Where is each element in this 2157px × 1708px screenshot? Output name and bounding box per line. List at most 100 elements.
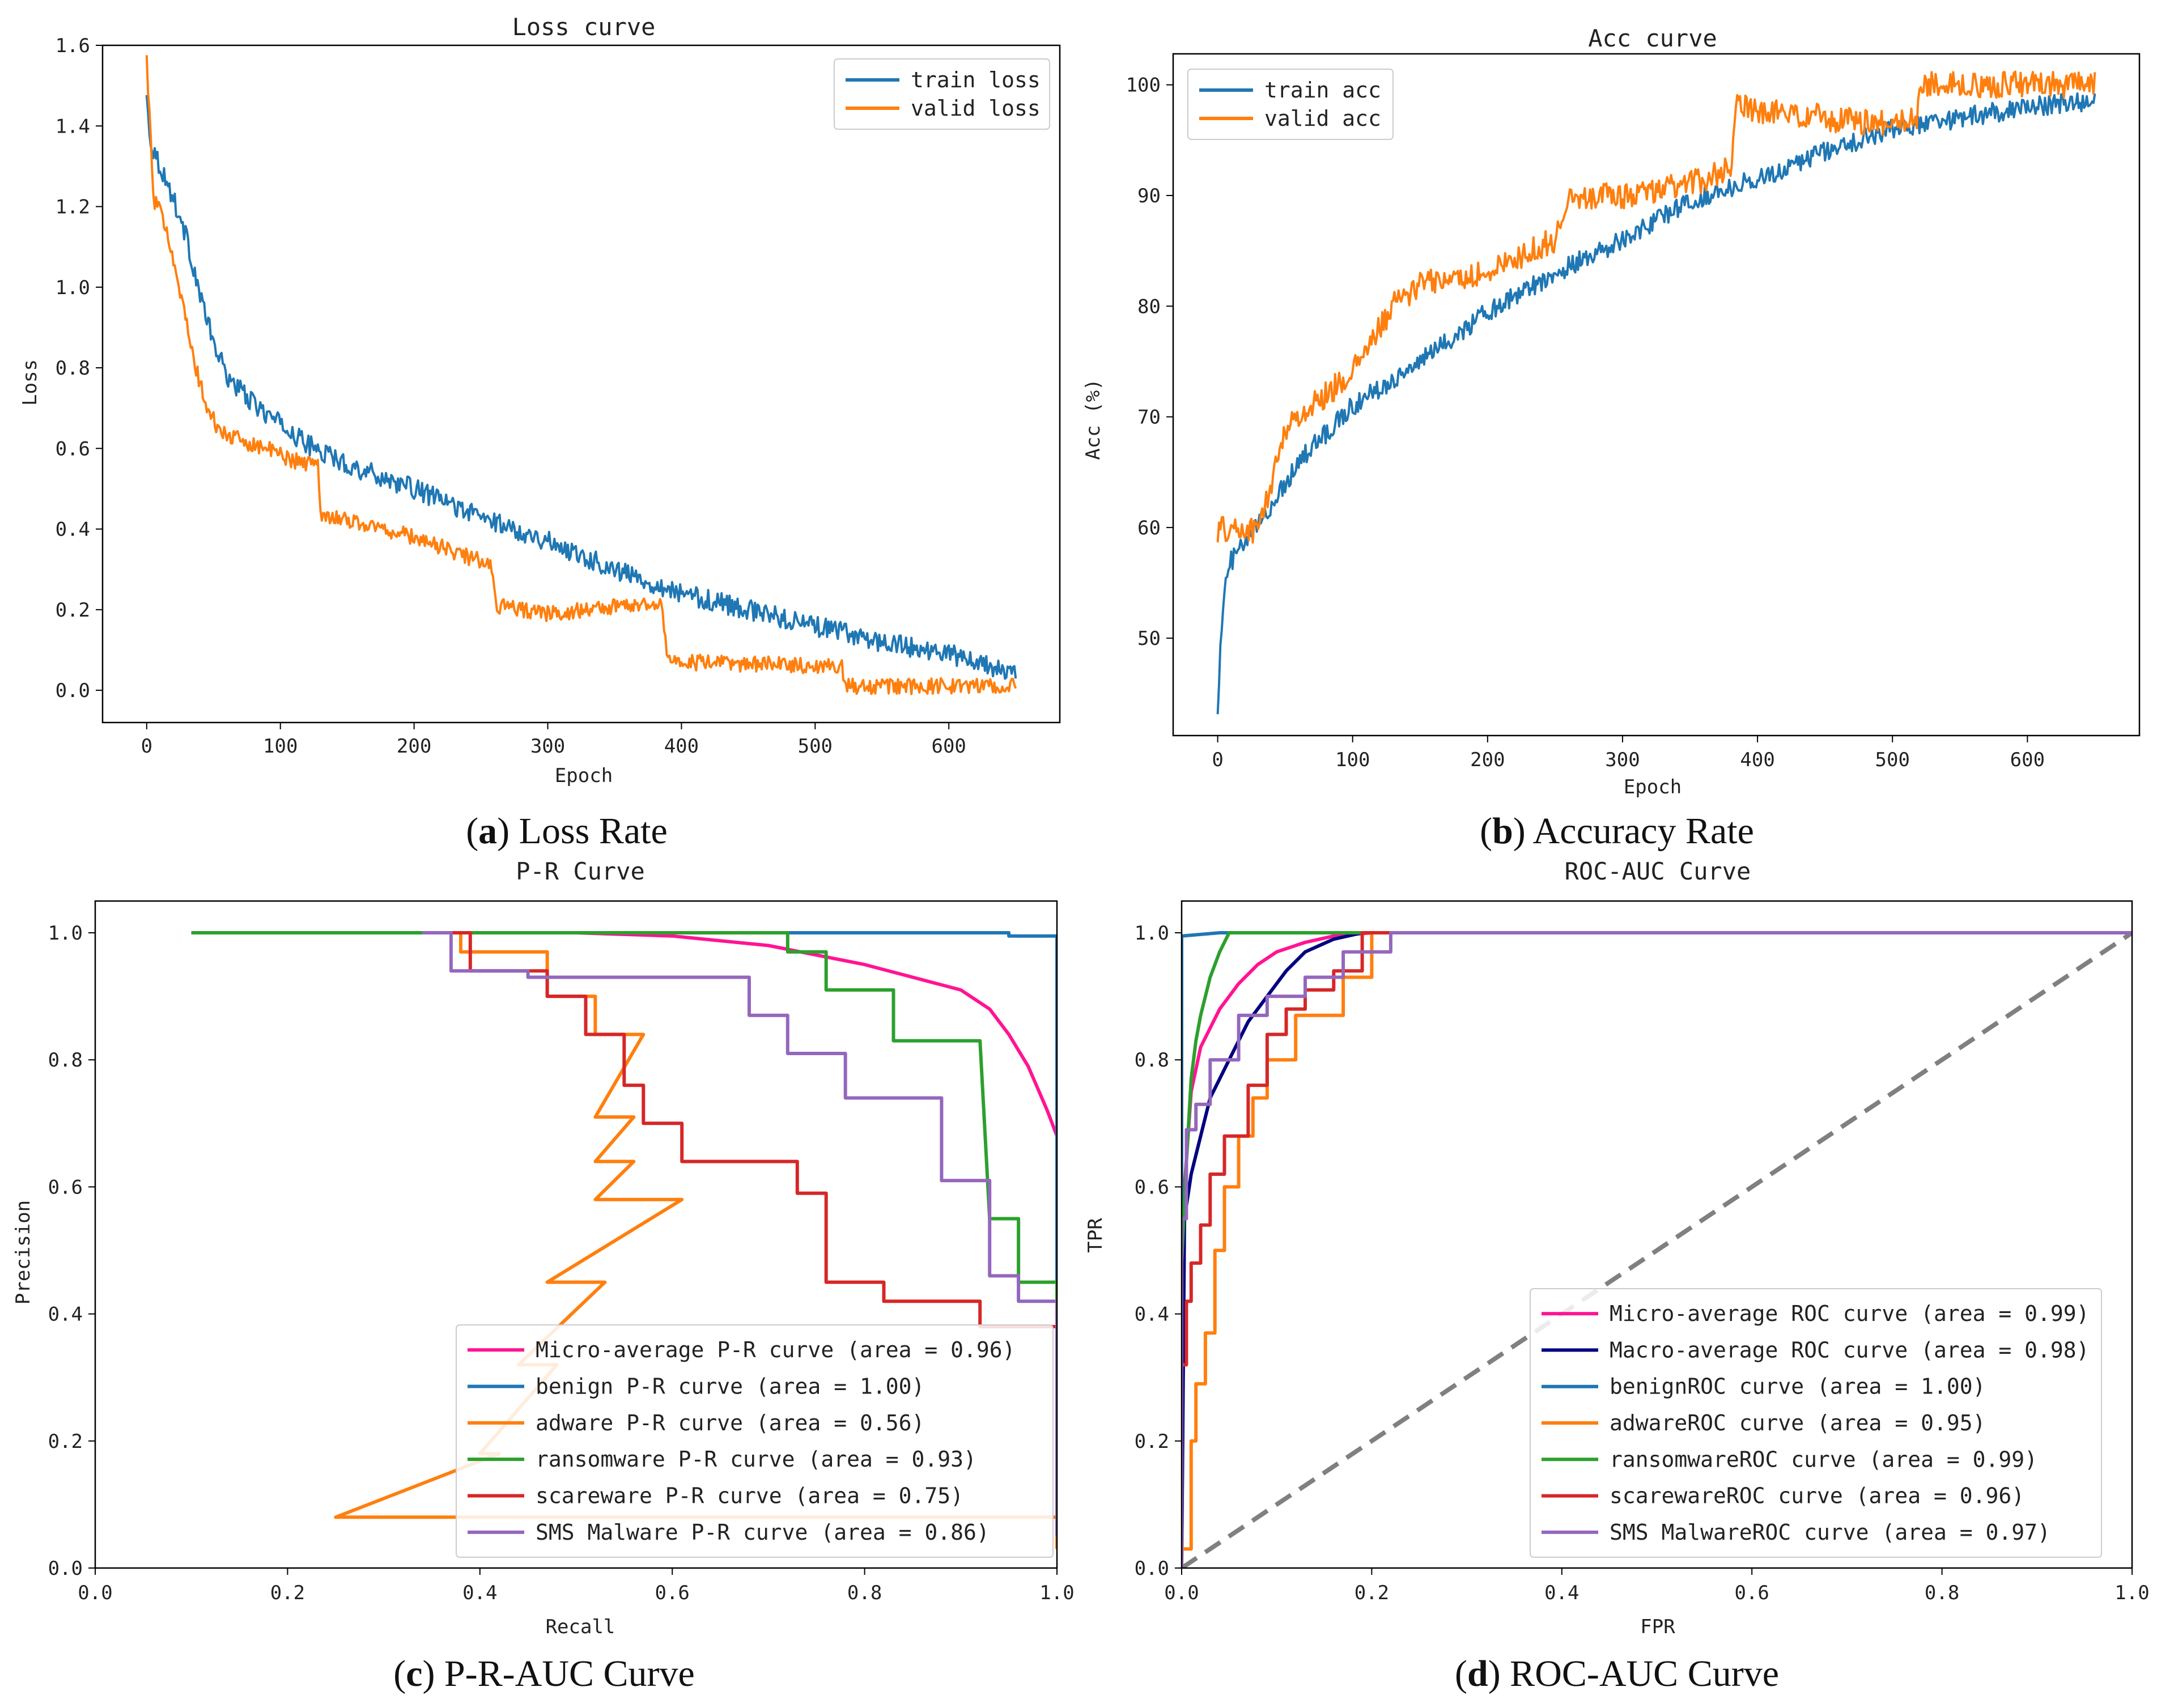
y-tick-label: 100 — [1126, 74, 1161, 97]
x-tick-label: 0.4 — [1544, 1582, 1579, 1604]
x-tick-label: 300 — [530, 735, 565, 758]
series-line-6 — [1182, 931, 2132, 1568]
chart-title: Acc curve — [1588, 24, 1717, 52]
loss-panel: Loss curve 0 100 200 300 400 500 6000.00.20.40… — [19, 13, 1061, 787]
y-tick-label: 1.2 — [56, 196, 90, 219]
x-tick-label: 0 — [141, 735, 152, 758]
y-axis-label: Loss — [19, 359, 41, 406]
y-tick-label: 50 — [1137, 627, 1161, 650]
y-tick-label: 0.2 — [56, 599, 90, 622]
pr-panel: P-R Curve 0.0 0.2 0.4 0.6 0.8 1.0 0.0 0.2 0.4 0.6… — [12, 857, 1075, 1638]
y-tick-label: 0.6 — [48, 1176, 83, 1199]
caption-d: (d) ROC-AUC Curve — [1455, 1653, 1779, 1694]
legend-label: benign P-R curve (area = 1.00) — [536, 1374, 924, 1399]
x-axis-label: Recall — [546, 1616, 615, 1638]
y-tick-label: 0.4 — [56, 519, 90, 541]
loss-plot-area: 0 100 200 300 400 500 600 0.0 0.2 0.4 0.6 0.8 1.0 1.2… — [56, 35, 1061, 758]
legend-label: adware P-R curve (area = 0.56) — [536, 1410, 924, 1435]
series-line-6 — [422, 931, 1057, 1536]
x-tick-label: 500 — [798, 735, 833, 758]
x-tick-label: 300 — [1605, 749, 1640, 771]
pr-plot-area: 0.0 0.2 0.4 0.6 0.8 1.0 0.0 0.2 0.4 0.6 0.8 1.0 Micr… — [48, 900, 1075, 1604]
series-line-2 — [145, 55, 1017, 695]
series-line-4 — [1182, 931, 2132, 1551]
plot-frame — [1172, 53, 2141, 737]
x-tick-label: 400 — [664, 735, 699, 758]
series-line-1 — [145, 95, 1017, 680]
x-tick-label: 0.2 — [1355, 1582, 1389, 1604]
legend-label: Micro-average ROC curve (area = 0.99) — [1610, 1301, 2089, 1326]
x-tick-label: 500 — [1875, 749, 1910, 771]
x-tick-label: 600 — [931, 735, 966, 758]
y-tick-label: 0.4 — [1135, 1303, 1169, 1326]
x-tick-label: 400 — [1740, 749, 1774, 771]
legend-box — [1187, 69, 1394, 140]
legend-box — [456, 1324, 1054, 1558]
legend: train acc valid acc — [1187, 69, 1394, 140]
chart-title: ROC-AUC Curve — [1565, 857, 1751, 885]
caption-b: (b) Accuracy Rate — [1480, 810, 1754, 852]
legend-label: ransomware P-R curve (area = 0.93) — [536, 1447, 976, 1472]
y-tick-label: 80 — [1137, 295, 1161, 318]
y-tick-label: 1.0 — [1135, 922, 1169, 945]
y-tick-label: 0.0 — [1135, 1557, 1169, 1580]
roc-panel: ROC-AUC Curve 0.0 0.2 0.4 0.6 0.8 1.0 0.0 0.2 0.… — [1084, 857, 2150, 1638]
y-tick-label: 0.2 — [1135, 1430, 1169, 1453]
caption-a: (a) Loss Rate — [466, 810, 668, 852]
x-axis-label: FPR — [1640, 1616, 1675, 1638]
legend-box — [834, 58, 1050, 130]
legend-label: scareware P-R curve (area = 0.75) — [536, 1484, 963, 1509]
legend-label: train acc — [1264, 78, 1381, 103]
series-line-1 — [1216, 92, 2096, 715]
legend-label: adwareROC curve (area = 0.95) — [1610, 1410, 1985, 1435]
legend-label: SMS MalwareROC curve (area = 0.97) — [1610, 1520, 2050, 1545]
acc-panel: Acc curve 0 100 200 300 400 500 600 50 60 70 80 90 1… — [1082, 24, 2141, 798]
y-tick-label: 0.8 — [1135, 1049, 1169, 1072]
plot-frame — [101, 44, 1061, 724]
x-tick-label: 0.0 — [1164, 1582, 1199, 1604]
legend-label: valid acc — [1264, 106, 1381, 131]
x-tick-label: 0 — [1212, 749, 1223, 771]
legend-label: SMS Malware P-R curve (area = 0.86) — [536, 1520, 990, 1545]
x-tick-label: 1.0 — [1039, 1582, 1074, 1604]
x-axis-label: Epoch — [555, 764, 613, 787]
x-tick-label: 100 — [263, 735, 298, 758]
y-tick-label: 0.8 — [48, 1049, 83, 1072]
legend-label: train loss — [911, 67, 1041, 92]
y-tick-label: 1.0 — [56, 277, 90, 299]
plot-frame — [94, 900, 1058, 1569]
legend-label: Micro-average P-R curve (area = 0.96) — [536, 1337, 1015, 1362]
y-tick-label: 90 — [1137, 185, 1161, 207]
caption-c: (c) P-R-AUC Curve — [393, 1653, 695, 1694]
x-tick-label: 200 — [397, 735, 431, 758]
y-tick-label: 1.4 — [56, 115, 90, 138]
x-tick-label: 1.0 — [2114, 1582, 2149, 1604]
y-tick-label: 0.0 — [48, 1557, 83, 1580]
y-tick-label: 0.2 — [48, 1430, 83, 1453]
y-tick-label: 60 — [1137, 517, 1161, 539]
series-line-5 — [441, 931, 1057, 1365]
x-tick-label: 200 — [1470, 749, 1505, 771]
y-tick-label: 70 — [1137, 406, 1161, 429]
legend: train loss valid loss — [834, 58, 1050, 130]
y-tick-label: 1.0 — [48, 922, 83, 945]
y-tick-label: 0.6 — [1135, 1176, 1169, 1199]
y-axis-label: Acc (%) — [1082, 379, 1105, 460]
roc-plot-area: 0.0 0.2 0.4 0.6 0.8 1.0 0.0 0.2 0.4 0.6 0.8 1.0 Micr… — [1135, 900, 2150, 1604]
y-tick-label: 1.6 — [56, 35, 90, 57]
x-axis-label: Epoch — [1624, 776, 1682, 798]
plot-frame — [1181, 900, 2133, 1569]
legend: Micro-average ROC curve (area = 0.99) Mac… — [1530, 1288, 2102, 1558]
x-tick-label: 0.2 — [270, 1582, 305, 1604]
legend-label: valid loss — [911, 96, 1041, 121]
x-tick-label: 0.6 — [1734, 1582, 1769, 1604]
series-line-2 — [1182, 931, 2132, 1568]
chart-title: P-R Curve — [516, 857, 645, 885]
series-line-1 — [191, 931, 1057, 1378]
x-tick-label: 0.0 — [78, 1582, 112, 1604]
acc-plot-area: 0 100 200 300 400 500 600 50 60 70 80 90 100 train ac… — [1126, 53, 2141, 771]
y-tick-label: 0.0 — [56, 679, 90, 702]
x-tick-label: 600 — [2010, 749, 2045, 771]
chart-title: Loss curve — [512, 13, 656, 41]
